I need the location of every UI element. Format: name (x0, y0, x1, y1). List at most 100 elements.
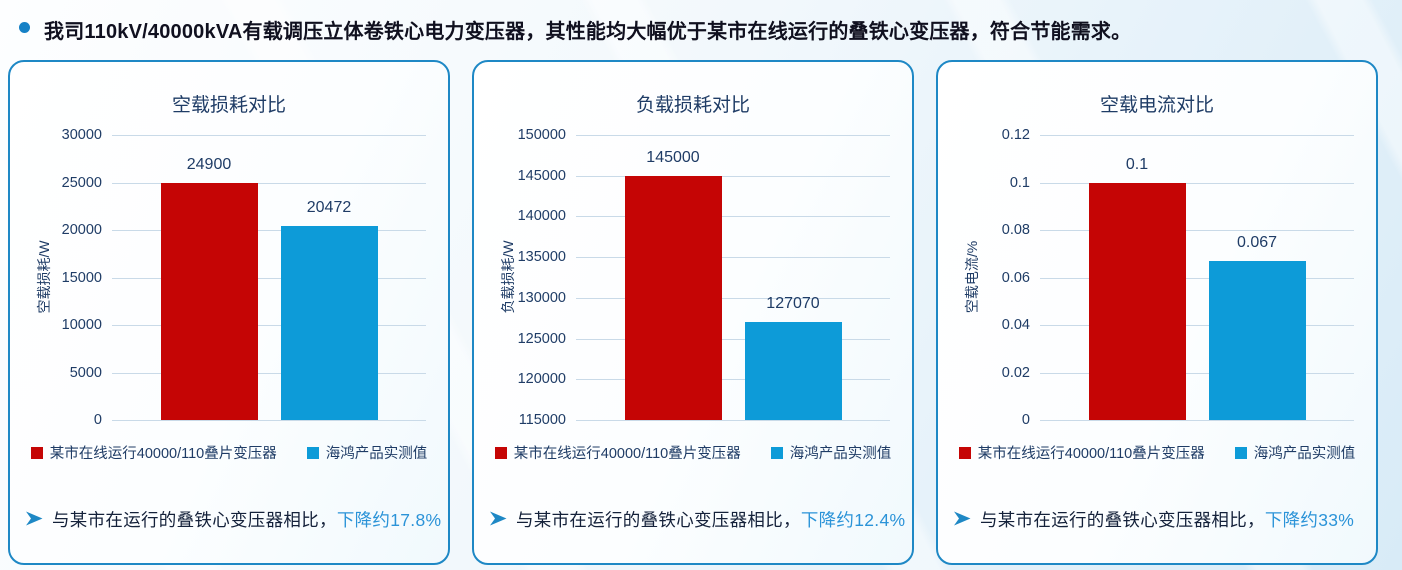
y-tick-label: 0.1 (1009, 174, 1030, 191)
y-tick-label: 150000 (517, 127, 566, 143)
y-tick-label: 0.04 (1001, 317, 1030, 333)
arrow-bullet-icon (26, 511, 43, 526)
gridline (112, 230, 426, 231)
y-tick-label: 30000 (61, 127, 102, 143)
plot-area: 145000 127070 (576, 135, 890, 421)
gridline (576, 175, 890, 177)
gridline (112, 277, 426, 279)
y-tick-label: 5000 (69, 364, 102, 381)
bar-value-label: 0.067 (1236, 233, 1278, 251)
legend-marker-series1-icon (30, 446, 43, 459)
y-tick-label: 125000 (517, 330, 566, 347)
y-tick-labels: 150000 145000 140000 135000 130000 125000 1200… (474, 127, 566, 428)
legend-item-series1: 某市在线运行40000/110叠片变压器 (30, 442, 277, 463)
legend-label-series2: 海鸿产品实测值 (1253, 446, 1356, 462)
y-tick-label: 0 (93, 412, 102, 428)
gridline (1040, 420, 1354, 421)
legend-item-series1: 某市在线运行40000/110叠片变压器 (958, 442, 1205, 463)
note: 与某市在运行的叠铁心变压器相比，下降约33% (954, 507, 1374, 532)
legend: 某市在线运行40000/110叠片变压器 海鸿产品实测值 (10, 442, 448, 463)
legend-marker-series1-icon (494, 446, 507, 459)
y-tick-label: 140000 (517, 208, 566, 225)
bar-series2 (744, 321, 842, 420)
bullet-icon (19, 22, 30, 33)
bar-value-label: 20472 (306, 198, 352, 216)
legend-label-series1: 某市在线运行40000/110叠片变压器 (977, 446, 1205, 462)
gridline (576, 297, 890, 299)
plot-area: 0.1 0.067 (1040, 135, 1354, 421)
gridline (112, 182, 426, 184)
y-tick-label: 145000 (517, 167, 566, 184)
chart-title: 空载电流对比 (1099, 95, 1214, 116)
bar-series1 (160, 183, 258, 420)
bar-value-label: 24900 (186, 156, 232, 174)
y-tick-labels: 30000 25000 20000 15000 10000 5000 0 (10, 127, 102, 428)
note-text: 与某市在运行的叠铁心变压器相比，下降约17.8% (52, 507, 441, 532)
legend-item-series2: 海鸿产品实测值 (770, 442, 892, 463)
note-text: 与某市在运行的叠铁心变压器相比，下降约12.4% (516, 507, 905, 532)
y-tick-label: 20000 (61, 222, 102, 238)
legend: 某市在线运行40000/110叠片变压器 海鸿产品实测值 (474, 442, 912, 463)
arrow-bullet-icon (490, 511, 507, 526)
legend-marker-series1-icon (958, 446, 971, 459)
chart-title: 负载损耗对比 (635, 95, 750, 116)
gridline (1040, 325, 1354, 326)
note: 与某市在运行的叠铁心变压器相比，下降约17.8% (26, 507, 446, 532)
legend-label-series1: 某市在线运行40000/110叠片变压器 (513, 446, 741, 462)
note-text: 与某市在运行的叠铁心变压器相比，下降约33% (980, 507, 1354, 532)
note-prefix: 与某市在运行的叠铁心变压器相比， (516, 510, 801, 530)
legend-label-series1: 某市在线运行40000/110叠片变压器 (49, 446, 277, 462)
y-tick-label: 0.06 (1001, 269, 1030, 286)
y-tick-labels: 0.12 0.1 0.08 0.06 0.04 0.02 0 (938, 127, 1030, 428)
legend: 某市在线运行40000/110叠片变压器 海鸿产品实测值 (938, 442, 1376, 463)
gridline (112, 372, 426, 374)
bar-value-label: 145000 (646, 148, 700, 166)
y-tick-label: 0 (1021, 412, 1030, 428)
bar-series1 (1088, 182, 1186, 420)
y-tick-label: 0.02 (1001, 364, 1030, 381)
bar-value-label: 0.1 (1125, 155, 1149, 173)
header-text: 我司110kV/40000kVA有载调压立体卷铁心电力变压器，其性能均大幅优于某… (44, 21, 1132, 43)
arrow-bullet-icon (954, 511, 971, 526)
y-tick-label: 25000 (61, 174, 102, 191)
y-tick-label: 135000 (517, 249, 566, 266)
note-highlight: 下降约17.8% (336, 510, 442, 530)
bar-series2 (1208, 260, 1306, 420)
legend-marker-series2-icon (1234, 446, 1247, 459)
gridline (576, 420, 890, 421)
chart-card-no-load-current: 空载电流对比 空载电流/% 0.12 0.1 0.08 0.06 0.04 0.02 0 0… (936, 60, 1378, 565)
gridline (576, 135, 890, 136)
gridline (1040, 230, 1354, 231)
plot-area: 24900 20472 (112, 135, 426, 421)
gridline (112, 420, 426, 421)
legend-label-series2: 海鸿产品实测值 (789, 446, 892, 462)
chart-title: 空载损耗对比 (171, 95, 286, 116)
gridline (1040, 182, 1354, 184)
chart-card-no-load-loss: 空载损耗对比 空载损耗/W 30000 25000 20000 15000 10000 5… (8, 60, 450, 565)
note-prefix: 与某市在运行的叠铁心变压器相比， (980, 510, 1265, 530)
note-highlight: 下降约33% (1264, 510, 1355, 530)
gridline (576, 338, 890, 340)
bar-series1 (624, 175, 722, 420)
y-tick-label: 120000 (517, 371, 566, 388)
legend-label-series2: 海鸿产品实测值 (325, 446, 428, 462)
gridline (112, 135, 426, 136)
bar-value-label: 127070 (766, 294, 820, 312)
y-tick-label: 130000 (517, 289, 566, 306)
note-prefix: 与某市在运行的叠铁心变压器相比， (52, 510, 337, 530)
legend-item-series1: 某市在线运行40000/110叠片变压器 (494, 442, 741, 463)
header: 我司110kV/40000kVA有载调压立体卷铁心电力变压器，其性能均大幅优于某… (0, 13, 1402, 47)
legend-marker-series2-icon (306, 446, 319, 459)
y-tick-label: 15000 (61, 269, 102, 286)
y-tick-label: 0.08 (1001, 222, 1030, 238)
bar-series2 (280, 225, 378, 420)
y-tick-label: 115000 (518, 412, 566, 428)
legend-marker-series2-icon (770, 446, 783, 459)
y-tick-label: 0.12 (1001, 127, 1030, 143)
gridline (1040, 372, 1354, 374)
gridline (1040, 135, 1354, 136)
gridline (576, 257, 890, 259)
gridline (112, 325, 426, 326)
legend-item-series2: 海鸿产品实测值 (1234, 442, 1356, 463)
